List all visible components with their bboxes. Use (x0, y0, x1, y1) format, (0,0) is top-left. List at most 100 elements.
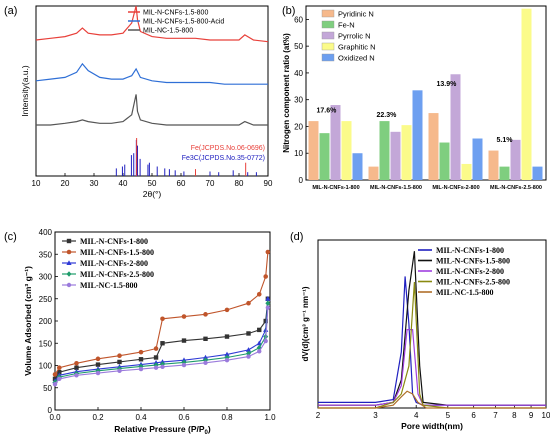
panel-d: 2 3 4 5 6 7 8 9 10 Pore width(nm) dV(d)(cm³ g⁻¹ nm… (290, 231, 550, 431)
x-tick-label: 0.2 (92, 413, 104, 422)
x-tick-label: 6 (471, 411, 476, 420)
legend-entry: MIL-N-CNFs-1.5-800 (436, 257, 510, 266)
legend-entry: Pyrrolic N (338, 32, 371, 41)
x-tick-label: 80 (235, 179, 244, 188)
series-point (224, 307, 230, 313)
series-point (95, 370, 101, 376)
x-tick-label: 5 (446, 411, 451, 420)
x-tick-label: 1.0 (264, 413, 276, 422)
series-line (318, 329, 546, 406)
legend-swatch (321, 20, 335, 29)
series-point (138, 357, 144, 362)
legend-swatch (321, 53, 335, 62)
y-tick-label: 300 (39, 273, 53, 282)
fe-n-annotation: 17.6% (317, 107, 338, 114)
series-point (181, 362, 187, 368)
y-tick-label: 100 (39, 362, 53, 371)
x-tick-label: 3 (373, 411, 378, 420)
bar (461, 163, 472, 180)
series-point (117, 359, 122, 365)
series-point (138, 366, 144, 372)
y-axis-label: dV(d)(cm³ g⁻¹ nm⁻¹) (301, 286, 310, 361)
legend-entry: MIL-N-CNFs-2-800 (436, 267, 504, 276)
series-line (318, 276, 546, 406)
category-label: MIL-N-CNFs-1.5-800 (370, 185, 422, 191)
legend-swatch (321, 31, 335, 40)
x-tick-label: 7 (493, 411, 498, 420)
bar (521, 8, 532, 180)
x-axis-label-end: ) (208, 424, 211, 434)
legend-entry: MIL-NC-1.5-800 (436, 288, 494, 297)
series-point (52, 372, 58, 377)
series-line (35, 62, 268, 85)
x-tick-label: 0.8 (221, 413, 233, 422)
series-point (153, 365, 159, 370)
series-point (245, 347, 252, 352)
legend-entry: MIL-N-CNFs-1.5-800 (143, 10, 208, 17)
series-point (57, 369, 62, 375)
series-point (263, 274, 269, 279)
x-tick-label: 20 (61, 179, 70, 188)
series-point (66, 249, 72, 255)
x-tick-label: 30 (90, 179, 99, 188)
series-point (181, 314, 187, 319)
series-line (36, 94, 268, 126)
bar (379, 121, 390, 180)
series-point (265, 249, 271, 255)
series-point (224, 357, 230, 363)
series-point (246, 331, 251, 336)
x-tick-label: 40 (119, 179, 128, 188)
series-point (153, 355, 159, 360)
series-point (66, 238, 72, 244)
series-point (224, 334, 230, 339)
x-tick-label: 4 (414, 411, 419, 420)
reference-label: Fe3C(JCPDS.No.35-0772) (182, 155, 265, 162)
x-tick-label: 0.6 (178, 413, 190, 422)
series-point (52, 381, 58, 387)
bar (341, 121, 352, 180)
legend-entry: MIL-NC-1.5-800 (80, 281, 138, 290)
bar (472, 138, 483, 180)
bar (488, 150, 499, 180)
series-point (117, 353, 122, 359)
y-tick-label: 350 (39, 250, 53, 259)
series-point (66, 260, 72, 265)
series-point (256, 340, 262, 346)
series-point (203, 360, 208, 366)
series-line (35, 5, 269, 43)
panel-b-frame (305, 5, 547, 181)
legend-swatch (321, 42, 335, 51)
x-axis-label: 2θ(°) (143, 189, 162, 199)
bar (330, 105, 341, 180)
category-label: MIL-N-CNFs-2.5-800 (490, 185, 542, 191)
panel-label: (d) (290, 231, 303, 243)
series-point (202, 354, 209, 360)
bar (439, 142, 450, 180)
legend-swatch (321, 9, 335, 18)
y-tick-label: 0 (48, 406, 53, 415)
panel-label: (a) (4, 5, 17, 17)
panel-a: 10 20 30 40 50 60 70 80 90 2θ(°) Intensity(a.u.) (a… (4, 5, 273, 199)
series-point (95, 368, 101, 374)
series-point (265, 305, 271, 310)
series-point (57, 376, 62, 382)
legend-entry: MIL-N-CNFs-2-800 (80, 259, 148, 268)
series-point (138, 349, 144, 355)
bar (532, 166, 543, 180)
series-point (57, 365, 62, 371)
legend-entry: MIL-N-CNFs-1-800 (80, 237, 148, 246)
series-point (224, 351, 230, 357)
bar (412, 90, 423, 180)
bar (352, 153, 363, 180)
series-line (318, 281, 546, 409)
x-tick-label: 9 (529, 411, 534, 420)
x-axis-label: Relative Pressure (P/P0) (114, 424, 211, 436)
series-point (181, 338, 187, 343)
series-point (203, 312, 208, 317)
series-point (74, 373, 79, 378)
x-axis-label: Pore width(nm) (401, 421, 463, 431)
bar (390, 131, 401, 180)
legend-entry: MIL-N-CNFs-1.5-800 (80, 248, 154, 257)
series-point (263, 338, 268, 344)
